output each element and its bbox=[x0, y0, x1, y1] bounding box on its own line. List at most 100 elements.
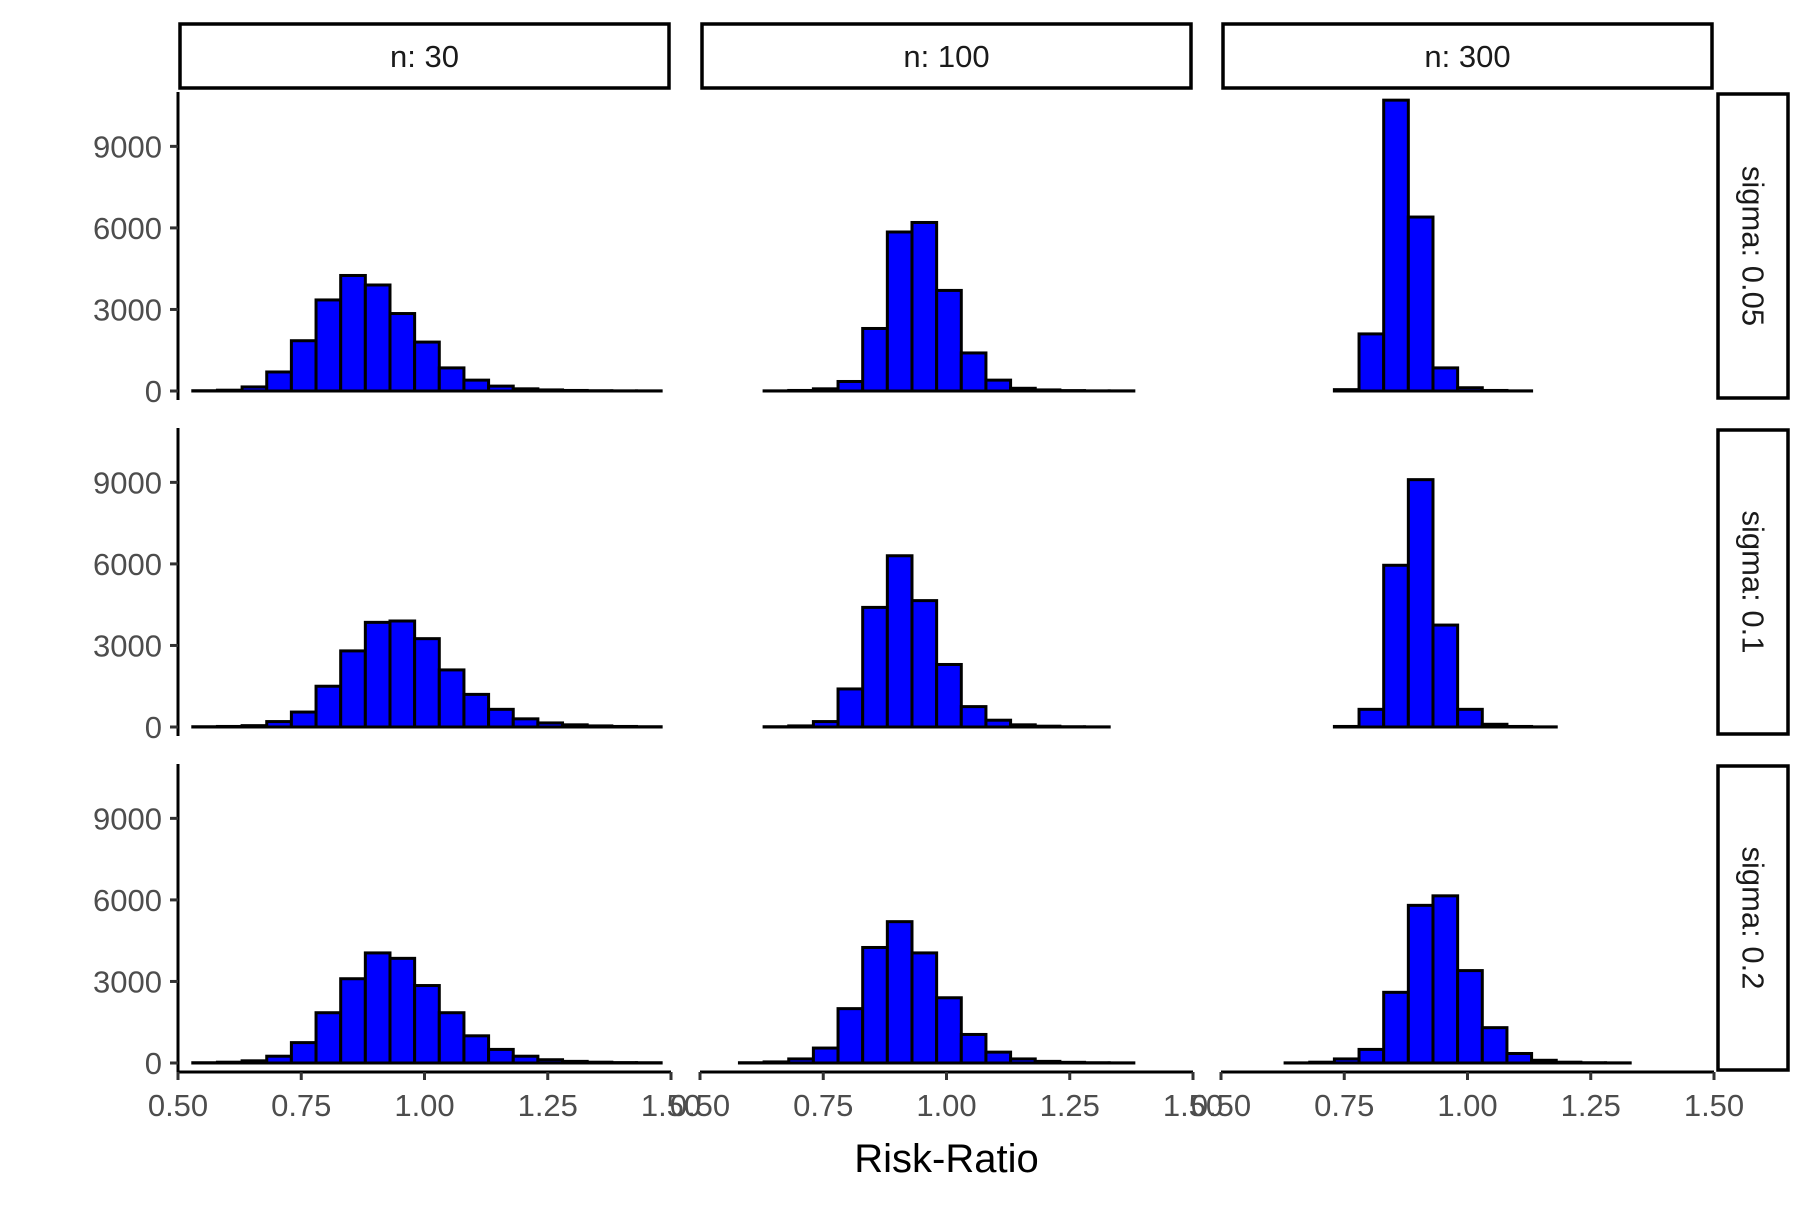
histogram-bar bbox=[1359, 334, 1384, 391]
histogram-bar bbox=[242, 387, 267, 391]
histogram-bar bbox=[1556, 1062, 1581, 1063]
histogram-bar bbox=[887, 922, 912, 1063]
y-tick-label: 0 bbox=[145, 710, 162, 745]
x-tick-label: 0.75 bbox=[793, 1088, 853, 1123]
histogram-bar bbox=[513, 719, 538, 727]
histogram-bar bbox=[1384, 992, 1409, 1063]
histogram-bar bbox=[1334, 390, 1359, 391]
histogram-bar bbox=[961, 353, 986, 391]
histogram-bar bbox=[1433, 896, 1458, 1063]
x-tick-label: 0.50 bbox=[148, 1088, 208, 1123]
x-tick-label: 1.25 bbox=[1040, 1088, 1100, 1123]
row-strip-3: sigma: 0.2 bbox=[1718, 766, 1788, 1070]
histogram-bar bbox=[937, 664, 962, 727]
histogram-bar bbox=[1532, 1060, 1557, 1063]
histogram-bar bbox=[838, 381, 863, 391]
histogram-bar bbox=[242, 726, 267, 727]
histogram-bar bbox=[887, 232, 912, 391]
histogram-bar bbox=[217, 390, 242, 391]
histogram-bar bbox=[986, 1052, 1011, 1063]
histogram-bar bbox=[1458, 388, 1483, 391]
histogram-bar bbox=[863, 328, 888, 391]
histogram-bar bbox=[1035, 390, 1060, 391]
histogram-bar bbox=[612, 726, 637, 727]
column-strip-2: n: 100 bbox=[702, 24, 1191, 88]
y-tick-label: 3000 bbox=[93, 964, 162, 999]
row-strip-label: sigma: 0.05 bbox=[1736, 166, 1771, 326]
histogram-bar bbox=[863, 607, 888, 727]
histogram-bar bbox=[563, 1061, 588, 1063]
histogram-bar bbox=[538, 390, 563, 391]
histogram-bar bbox=[838, 1009, 863, 1063]
histogram-bar bbox=[563, 725, 588, 727]
histogram-bar bbox=[415, 342, 440, 391]
histogram-bar bbox=[961, 1034, 986, 1063]
panel-r2-c2 bbox=[764, 556, 1109, 727]
histogram-bar bbox=[341, 275, 366, 391]
histogram-bar bbox=[961, 707, 986, 727]
histogram-bar bbox=[937, 998, 962, 1063]
histogram-bar bbox=[439, 368, 464, 391]
panel-r1-c3 bbox=[1334, 100, 1531, 391]
histogram-bar bbox=[415, 639, 440, 727]
histogram-bar bbox=[538, 723, 563, 727]
histogram-bar bbox=[1458, 971, 1483, 1063]
histogram-bar bbox=[789, 1059, 814, 1063]
histogram-bar bbox=[390, 621, 415, 727]
column-strip-1: n: 30 bbox=[180, 24, 669, 88]
column-strip-label: n: 300 bbox=[1424, 39, 1510, 74]
x-tick-label: 0.50 bbox=[1191, 1088, 1251, 1123]
histogram-bar bbox=[1384, 100, 1409, 391]
x-tick-label: 1.25 bbox=[518, 1088, 578, 1123]
histogram-bar bbox=[813, 389, 838, 391]
histogram-bar bbox=[439, 1013, 464, 1063]
histogram-bar bbox=[291, 341, 316, 391]
histogram-bar bbox=[415, 986, 440, 1063]
histogram-bar bbox=[863, 947, 888, 1063]
panel-r1-c1 bbox=[193, 275, 661, 391]
histogram-bar bbox=[789, 726, 814, 727]
histogram-bar bbox=[912, 953, 937, 1063]
histogram-bar bbox=[365, 953, 390, 1063]
histogram-bar bbox=[1011, 388, 1036, 391]
x-tick-label: 1.25 bbox=[1561, 1088, 1621, 1123]
histogram-bar bbox=[1408, 905, 1433, 1063]
column-strip-3: n: 300 bbox=[1223, 24, 1712, 88]
x-tick-label: 1.00 bbox=[916, 1088, 976, 1123]
histogram-bar bbox=[1482, 724, 1507, 727]
x-tick-label: 1.50 bbox=[1684, 1088, 1744, 1123]
histogram-bar bbox=[1458, 709, 1483, 727]
x-tick-label: 0.75 bbox=[1314, 1088, 1374, 1123]
histogram-bar bbox=[1060, 1062, 1085, 1063]
panel-r3-c2 bbox=[739, 922, 1133, 1063]
histogram-bar bbox=[390, 314, 415, 391]
histogram-bar bbox=[1433, 368, 1458, 391]
x-tick-label: 1.00 bbox=[394, 1088, 454, 1123]
histogram-bar bbox=[217, 1062, 242, 1063]
y-tick-label: 6000 bbox=[93, 883, 162, 918]
histogram-bar bbox=[937, 290, 962, 391]
y-tick-label: 9000 bbox=[93, 129, 162, 164]
histogram-bar bbox=[267, 372, 292, 391]
histogram-bar bbox=[887, 556, 912, 727]
column-strip-label: n: 30 bbox=[390, 39, 459, 74]
x-axis-title: Risk-Ratio bbox=[854, 1137, 1038, 1181]
histogram-bar bbox=[267, 722, 292, 727]
histogram-bar bbox=[1035, 726, 1060, 727]
row-strip-label: sigma: 0.1 bbox=[1736, 510, 1771, 653]
histogram-bar bbox=[513, 1056, 538, 1063]
histogram-bar bbox=[489, 386, 514, 391]
histogram-bar bbox=[1310, 1062, 1335, 1063]
histogram-bar bbox=[365, 285, 390, 391]
histogram-bar bbox=[291, 1043, 316, 1063]
histogram-bar bbox=[813, 722, 838, 727]
y-tick-label: 6000 bbox=[93, 547, 162, 582]
histogram-bar bbox=[464, 380, 489, 391]
histogram-bar bbox=[1408, 217, 1433, 391]
histogram-bar bbox=[489, 709, 514, 727]
histogram-bar bbox=[813, 1048, 838, 1063]
histogram-bar bbox=[587, 726, 612, 727]
histogram-bar bbox=[316, 300, 341, 391]
histogram-bar bbox=[217, 726, 242, 727]
